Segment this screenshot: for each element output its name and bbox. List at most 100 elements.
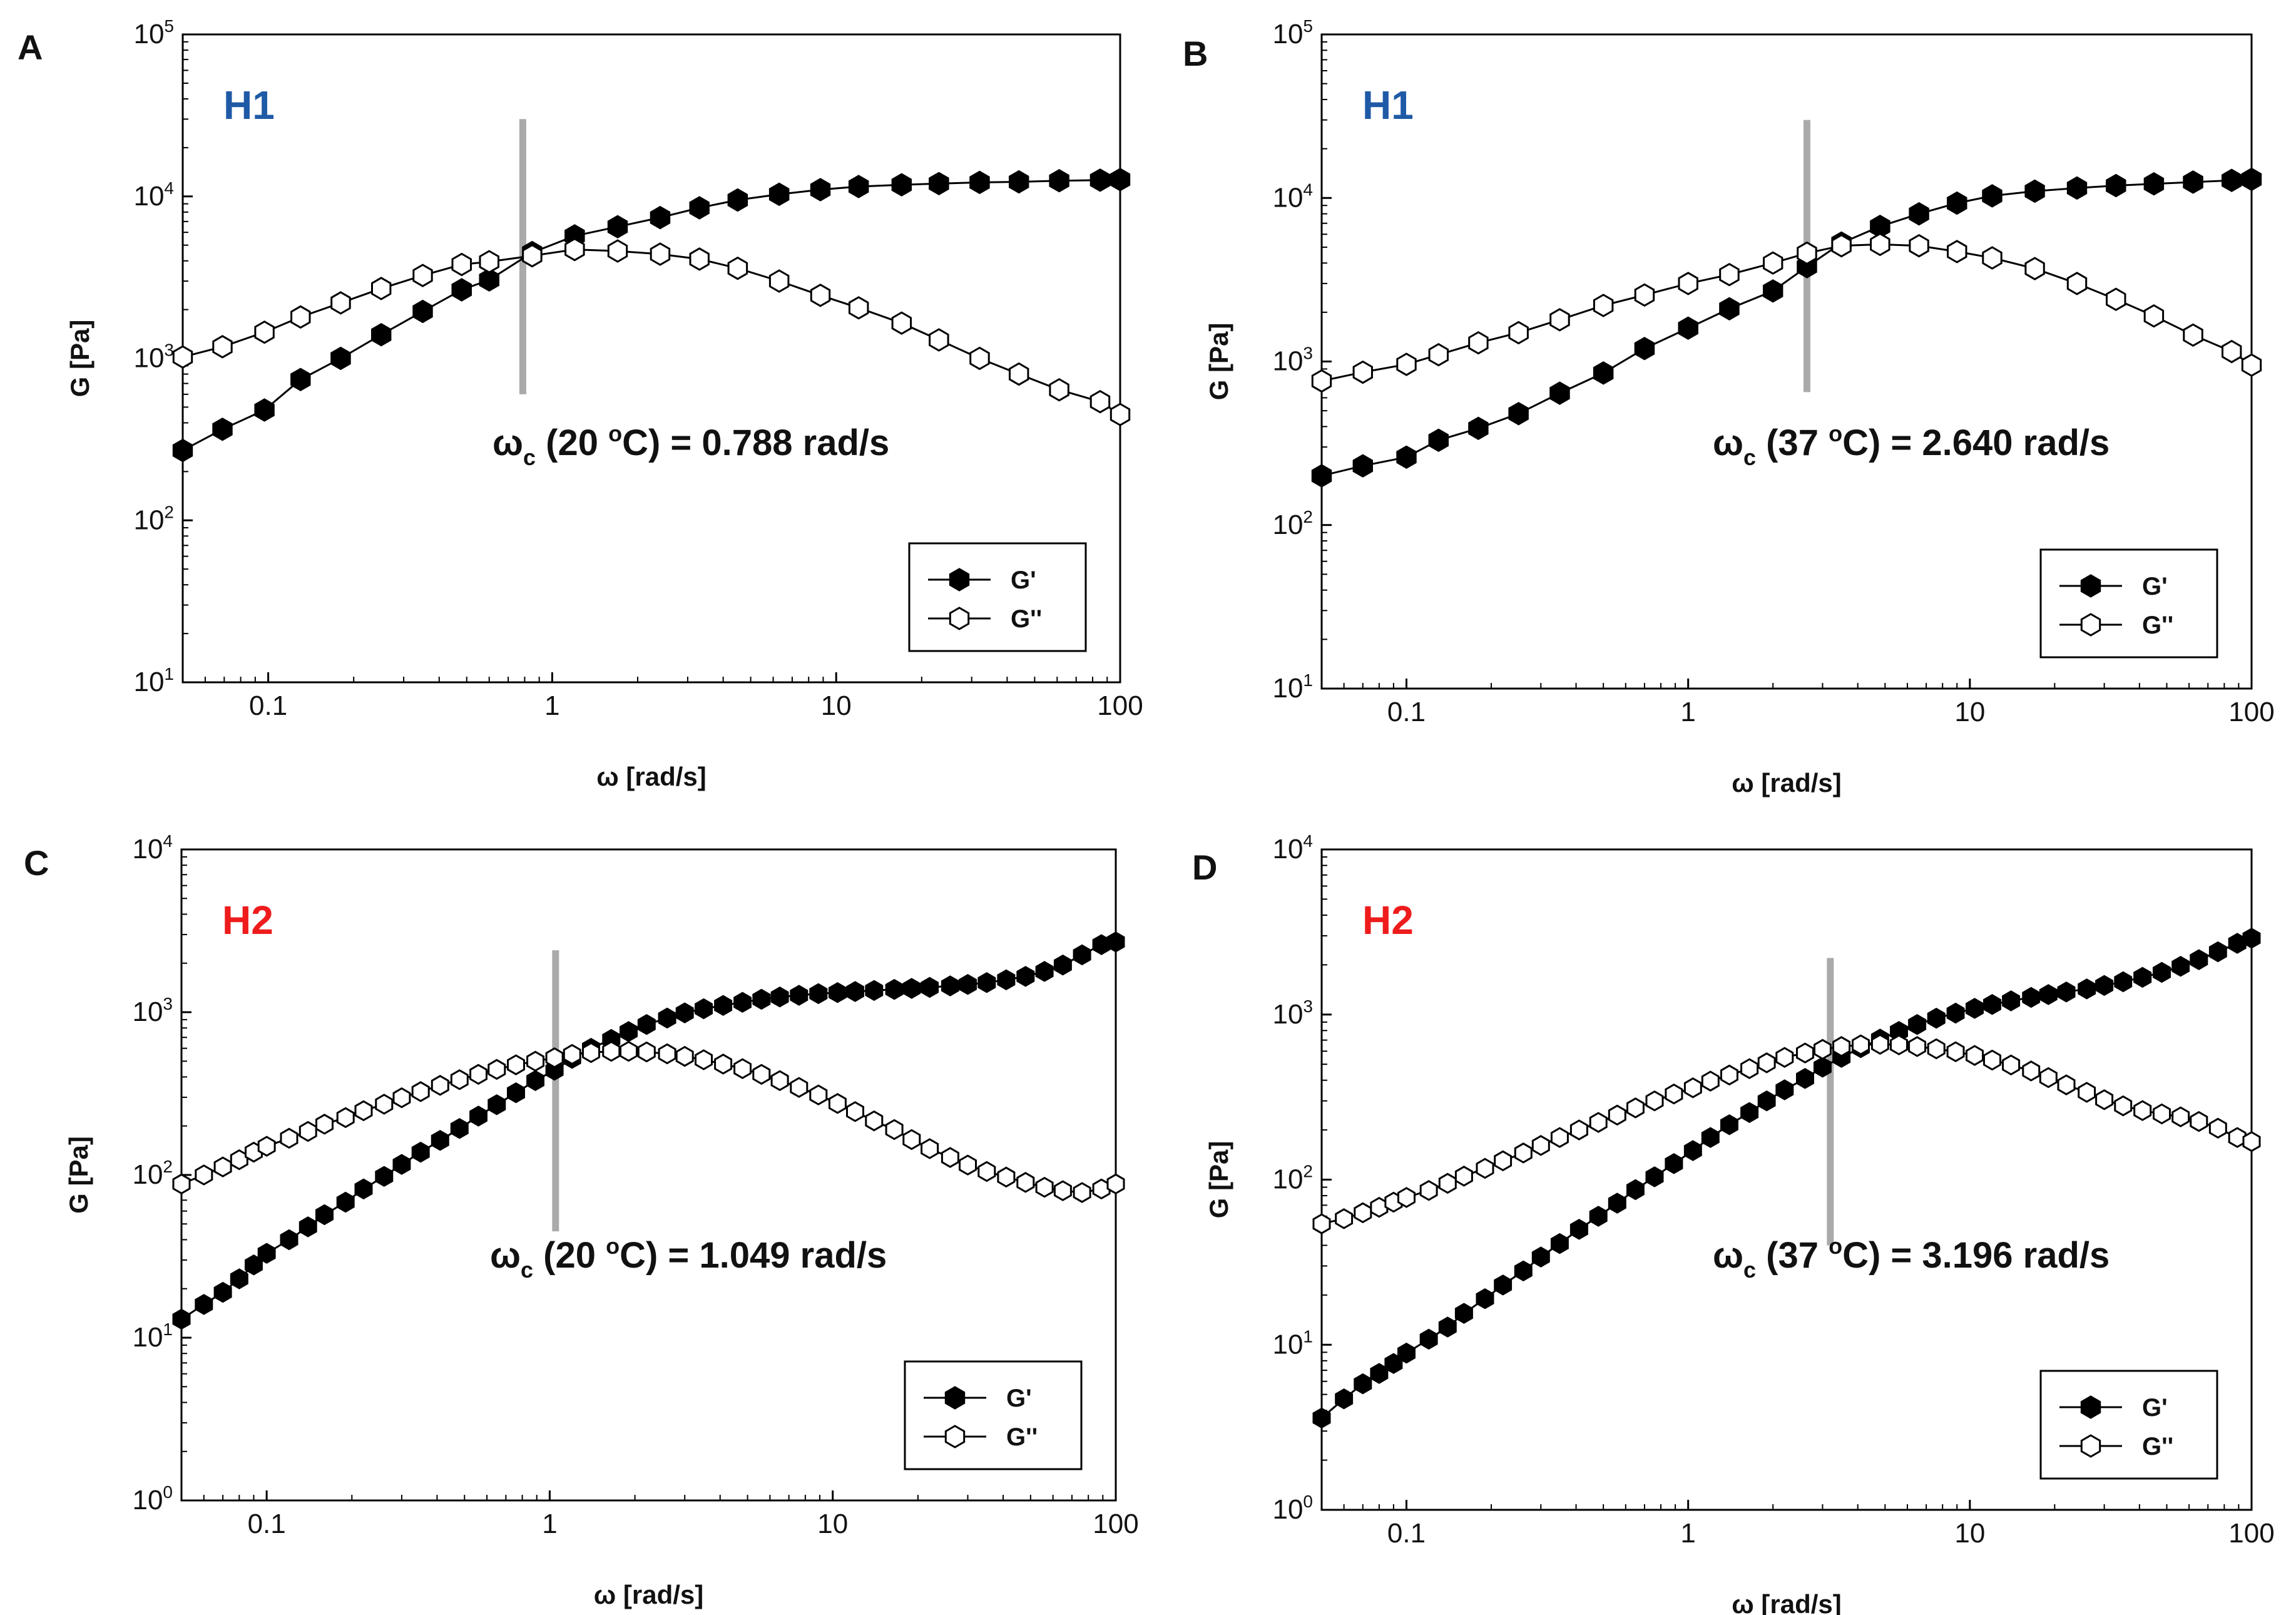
data-point-g-double-prime [1049,377,1069,402]
data-point-g-double-prime [1549,308,1570,332]
data-point-g-prime [1966,998,1984,1019]
data-point-g-double-prime [254,320,275,344]
series-g-double-prime [172,1040,1125,1203]
data-point-g-prime [2190,949,2208,970]
data-point-g-double-prime [689,247,710,271]
y-tick-label: 105 [133,16,174,49]
data-point-g-double-prime [2208,1117,2227,1139]
data-point-g-double-prime [1468,331,1489,355]
y-tick-label: 103 [1272,344,1313,377]
data-point-g-prime [1983,993,2001,1015]
legend: G' G'' [2039,548,2218,659]
legend-entry: G'' [2059,612,2173,639]
data-point-g-double-prime [733,1058,752,1079]
y-axis-label: G [Pa] [1204,1141,1233,1219]
data-point-g-double-prime [1110,402,1131,426]
x-tick-label: 100 [2228,697,2274,727]
panel-B: B 0.1 1 10 100 101 102 103 104 105 ω [rad/s] G [Pa]… [1183,16,2275,797]
legend-label: G'' [1011,605,1042,633]
data-point-g-double-prime [770,1070,789,1092]
data-point-g-double-prime [2190,1110,2208,1132]
sample-label: H2 [222,898,273,943]
data-point-g-prime [1531,1246,1550,1268]
data-point-g-double-prime [650,242,671,266]
data-point-g-prime [1757,1090,1776,1112]
data-point-g-double-prime [1106,1173,1125,1195]
legend-label: G' [2142,573,2168,600]
data-point-g-double-prime [1683,1077,1702,1099]
data-point-g-double-prime [768,269,790,293]
data-point-g-double-prime [637,1041,656,1063]
data-point-g-prime [1454,1303,1473,1324]
data-point-g-double-prime [1035,1176,1054,1198]
data-point-g-prime [1009,170,1029,194]
legend-label: G' [2142,1394,2168,1422]
data-point-g-prime [2039,984,2058,1005]
data-point-g-double-prime [1016,1172,1035,1193]
data-point-g-double-prime [2143,304,2165,328]
data-point-g-prime [1796,1068,1814,1089]
data-point-g-prime [637,1013,656,1035]
x-tick-label: 1 [1680,697,1695,727]
data-point-g-double-prime [522,244,543,268]
data-point-g-double-prime [941,1147,959,1168]
data-point-g-prime [230,1268,248,1289]
data-point-g-double-prime [1719,262,1740,287]
data-point-g-prime [469,1105,487,1127]
data-point-g-prime [1476,1288,1494,1310]
data-point-g-prime [941,975,959,997]
data-point-g-double-prime [2133,1100,2152,1121]
data-point-g-double-prime [412,264,433,287]
data-point-g-double-prime [1626,1097,1645,1119]
x-tick-label: 1 [544,690,559,721]
data-point-g-prime [768,182,790,207]
y-tick-label: 100 [132,1482,173,1515]
data-point-g-prime [891,173,912,197]
panel-letter: C [24,843,49,883]
data-point-g-prime [1514,1260,1533,1282]
data-point-g-double-prime [1352,360,1373,384]
sample-label: H1 [1362,83,1414,128]
data-point-g-double-prime [371,277,392,300]
legend-marker-open [2080,1434,2101,1458]
x-tick-label: 1 [542,1509,557,1539]
data-point-g-double-prime [607,239,628,263]
y-tick-label: 101 [1272,1326,1313,1360]
data-point-g-prime [479,268,499,292]
data-point-g-double-prime [1608,1104,1626,1126]
x-tick-label: 1 [1680,1518,1695,1549]
y-tick-label: 104 [132,831,173,864]
data-point-g-prime [714,995,733,1016]
panel-A: A 0.1 1 10 100 101 102 103 104 105 ω [rad/s] G [Pa]… [18,16,1143,791]
data-point-g-prime [315,1204,334,1226]
data-point-g-double-prime [1908,1036,1927,1057]
data-point-g-prime [1311,464,1332,488]
data-point-g-prime [1106,931,1125,953]
legend-entry: G' [928,567,1036,594]
data-point-g-double-prime [257,1136,276,1157]
data-point-g-double-prime [1508,320,1529,345]
data-point-g-double-prime [846,1101,864,1122]
data-point-g-prime [1719,297,1740,321]
data-point-g-prime [675,1002,694,1023]
data-point-g-double-prime [2002,1054,2021,1076]
data-point-g-double-prime [1397,1187,1416,1208]
data-point-g-prime [2057,981,2076,1003]
data-point-g-double-prime [1870,232,1890,257]
data-point-g-double-prime [172,345,193,369]
data-point-g-prime [254,398,275,422]
series-g-double-prime [172,237,1131,426]
data-point-g-double-prime [1796,1042,1814,1064]
data-point-g-double-prime [1909,233,1929,258]
data-point-g-prime [658,1007,676,1029]
legend-label: G'' [2142,1433,2173,1460]
data-point-g-double-prime [2066,272,2088,295]
data-point-g-double-prime [411,1081,430,1102]
data-point-g-double-prime [469,1064,487,1085]
data-point-g-double-prime [1634,283,1655,307]
panel-C: C 0.1 1 10 100 100 101 102 103 104 ω [rad/s] G [Pa]… [24,831,1139,1609]
data-point-g-prime [1312,1407,1331,1429]
data-point-g-prime [280,1229,298,1251]
y-axis-label: G [Pa] [65,320,94,397]
data-point-g-double-prime [2057,1074,2076,1095]
